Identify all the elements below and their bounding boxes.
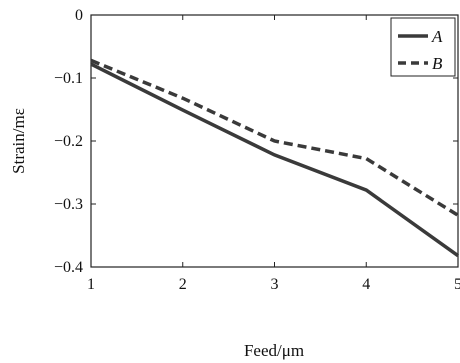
x-tick-label: 3 bbox=[271, 276, 279, 293]
y-tick-label: −0.4 bbox=[54, 259, 83, 276]
series-line-b bbox=[90, 58, 459, 217]
series-layer bbox=[90, 58, 460, 258]
y-tick-label: −0.1 bbox=[54, 70, 83, 87]
x-tick-label: 4 bbox=[362, 276, 370, 293]
legend-label-b: B bbox=[432, 54, 443, 73]
y-tick-label: 0 bbox=[75, 7, 83, 24]
x-tick-label: 1 bbox=[87, 276, 95, 293]
y-axis: 0 −0.1 −0.2 −0.3 −0.4 bbox=[54, 7, 458, 276]
x-axis: 1 2 3 4 5 bbox=[87, 15, 460, 293]
x-tick-label: 5 bbox=[454, 276, 460, 293]
y-tick-label: −0.2 bbox=[54, 133, 83, 150]
legend: A B bbox=[390, 17, 456, 77]
y-tick-label: −0.3 bbox=[54, 196, 83, 213]
x-tick-label: 2 bbox=[179, 276, 187, 293]
series-line-a bbox=[90, 62, 460, 258]
legend-label-a: A bbox=[431, 27, 443, 46]
y-axis-label: Strain/mε bbox=[9, 108, 28, 174]
x-axis-label: Feed/μm bbox=[244, 341, 304, 360]
legend-box bbox=[390, 17, 456, 77]
